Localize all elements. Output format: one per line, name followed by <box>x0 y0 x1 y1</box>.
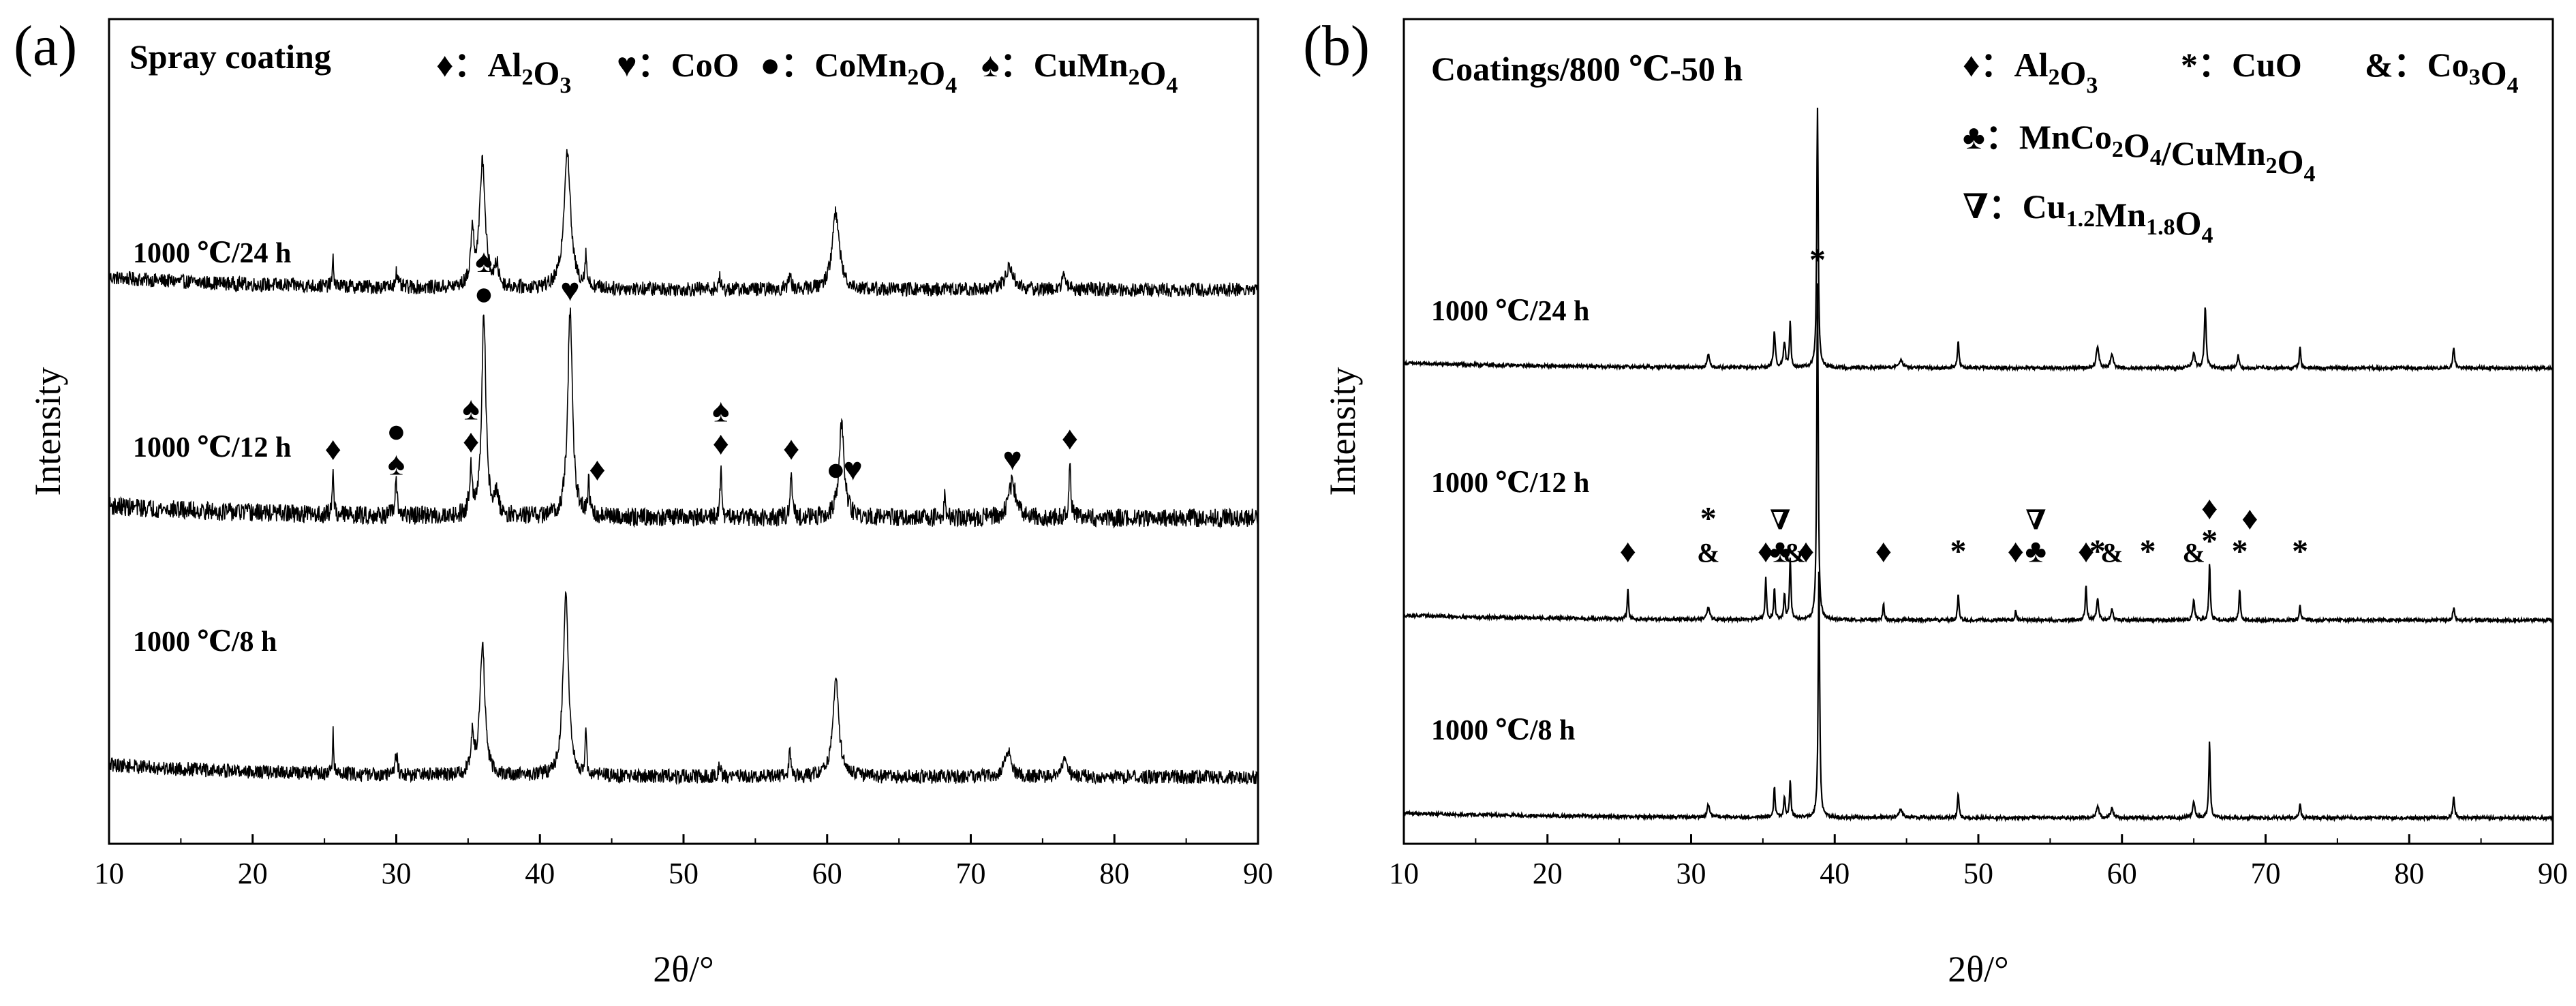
peak-marker: & <box>1783 538 1806 568</box>
peak-marker: * <box>2089 534 2106 570</box>
x-tick-label: 10 <box>1389 857 1419 890</box>
series-line-2 <box>1403 571 2554 823</box>
peak-marker: * <box>2292 534 2308 570</box>
panel-b-label: (b) <box>1303 14 1370 78</box>
panel-a-legend: ♦：Al2O3 ♥：CoO ●：CoMn2O4 ♠：CuMn2O4 <box>436 46 1178 98</box>
x-tick-label: 60 <box>2107 857 2137 890</box>
peak-marker: ♥ <box>560 273 580 309</box>
peak-marker: * <box>1950 534 1966 570</box>
peak-marker: ∇ <box>1770 505 1790 536</box>
series-label-0: 1000 ℃/24 h <box>1431 296 1589 327</box>
series-line-0 <box>1402 107 2554 373</box>
peak-marker: ♠ <box>712 393 730 429</box>
x-tick-label: 40 <box>525 857 555 890</box>
panel-b-y-axis-label: Intensity <box>1322 367 1363 496</box>
x-tick-label: 20 <box>238 857 268 890</box>
peak-marker: ♦ <box>2008 534 2025 570</box>
peak-marker: ♠ <box>462 391 480 427</box>
panel-b-xrd-chart: (b) Coatings/800 ℃-50 h ♦：Al2O3 *：CuO &：Co… <box>1303 14 2568 990</box>
peak-marker: ♦ <box>1875 534 1892 570</box>
x-tick-label: 10 <box>94 857 124 890</box>
peak-marker: * <box>2232 534 2248 570</box>
x-tick-label: 40 <box>1820 857 1850 890</box>
panel-a-y-axis-label: Intensity <box>27 367 68 496</box>
peak-marker: ♦ <box>2241 501 2258 537</box>
peak-marker: ♦ <box>1758 534 1775 570</box>
peak-marker: & <box>2182 538 2205 568</box>
legend-item: ●：CoMn2O4 <box>760 46 957 98</box>
x-tick-label: 80 <box>1099 857 1129 890</box>
peak-marker: ♦ <box>1620 534 1637 570</box>
panel-a-x-axis-label: 2θ/° <box>653 949 714 990</box>
peak-marker: ∇ <box>2025 505 2046 536</box>
peak-marker: ♦ <box>1062 421 1079 457</box>
x-tick-label: 30 <box>382 857 412 890</box>
peak-marker: & <box>1697 538 1719 568</box>
series-label-2: 1000 ℃/8 h <box>1431 715 1575 746</box>
series-label-1: 1000 ℃/12 h <box>133 432 291 463</box>
peak-marker: ♥ <box>843 452 863 488</box>
panel-a-label: (a) <box>14 14 77 78</box>
peak-marker: ● <box>826 452 846 488</box>
peak-marker: ♦ <box>713 426 730 462</box>
peak-marker: ♦ <box>783 431 800 467</box>
series-label-1: 1000 ℃/12 h <box>1431 468 1589 499</box>
legend-item: ♥：CoO <box>617 46 739 84</box>
peak-marker: ● <box>474 276 494 312</box>
x-tick-label: 70 <box>956 857 986 890</box>
series-line-2 <box>108 590 1259 786</box>
peak-marker: * <box>2201 523 2218 559</box>
peak-marker: ♣ <box>1769 534 1791 570</box>
series-line-0 <box>108 149 1259 299</box>
peak-marker: ♦ <box>589 452 606 488</box>
panel-b-legend: ♦：Al2O3 *：CuO &：Co3O4 ♣：MnCo2O4/CuMn2O4∇：Cu… <box>1963 46 2519 248</box>
peak-marker: * <box>2140 534 2156 570</box>
peak-marker: & <box>2100 538 2123 568</box>
peak-marker: ♦ <box>2078 534 2095 570</box>
legend-item: ♦：Al2O3 <box>436 46 571 98</box>
peak-marker: ♦ <box>325 431 342 467</box>
peak-marker: ♦ <box>1798 534 1815 570</box>
series-label-0: 1000 ℃/24 h <box>133 238 291 269</box>
series-line-1 <box>1403 283 2554 625</box>
legend-item: ♠：CuMn2O4 <box>981 46 1178 98</box>
x-tick-label: 20 <box>1533 857 1563 890</box>
x-tick-label: 50 <box>1963 857 1993 890</box>
series-label-2: 1000 ℃/8 h <box>133 626 277 658</box>
x-tick-label: 50 <box>669 857 699 890</box>
peak-marker: ● <box>386 414 406 450</box>
peak-marker: * <box>1700 501 1717 537</box>
peak-marker: ♦ <box>463 423 480 459</box>
x-tick-label: 60 <box>812 857 842 890</box>
peak-marker: ♥ <box>1002 441 1022 477</box>
panel-a-title: Spray coating <box>129 37 331 76</box>
x-tick-label: 90 <box>2538 857 2568 890</box>
legend-item: ∇：Cu1.2Mn1.8O4 <box>1963 187 2213 248</box>
legend-item: &：Co3O4 <box>2365 46 2519 98</box>
series-line-1 <box>108 307 1259 529</box>
peak-marker: ♣ <box>2025 534 2047 570</box>
x-tick-label: 80 <box>2394 857 2424 890</box>
peak-marker: ♦ <box>2201 490 2218 526</box>
x-tick-label: 30 <box>1676 857 1706 890</box>
peak-marker: ♠ <box>388 446 405 483</box>
panel-b-title: Coatings/800 ℃-50 h <box>1431 50 1743 88</box>
legend-item: ♣：MnCo2O4/CuMn2O4 <box>1963 118 2316 187</box>
panel-b-x-axis: 10 20 30 40 50 60 70 80 90 <box>1389 834 2568 890</box>
panel-a-x-axis: 10 20 30 40 50 60 70 80 90 <box>94 834 1273 890</box>
x-tick-label: 90 <box>1243 857 1273 890</box>
panel-b-x-axis-label: 2θ/° <box>1948 949 2008 990</box>
panel-a-plot-frame <box>108 18 1259 845</box>
legend-item: ♦：Al2O3 <box>1963 46 2098 98</box>
x-tick-label: 70 <box>2251 857 2281 890</box>
peak-marker: * <box>1809 242 1826 278</box>
legend-item: *：CuO <box>2181 46 2302 84</box>
peak-marker: ♠ <box>475 243 493 279</box>
panel-a-xrd-chart: (a) Spray coating ♦：Al2O3 ♥：CoO ●：CoMn2O4 ♠… <box>14 14 1273 990</box>
